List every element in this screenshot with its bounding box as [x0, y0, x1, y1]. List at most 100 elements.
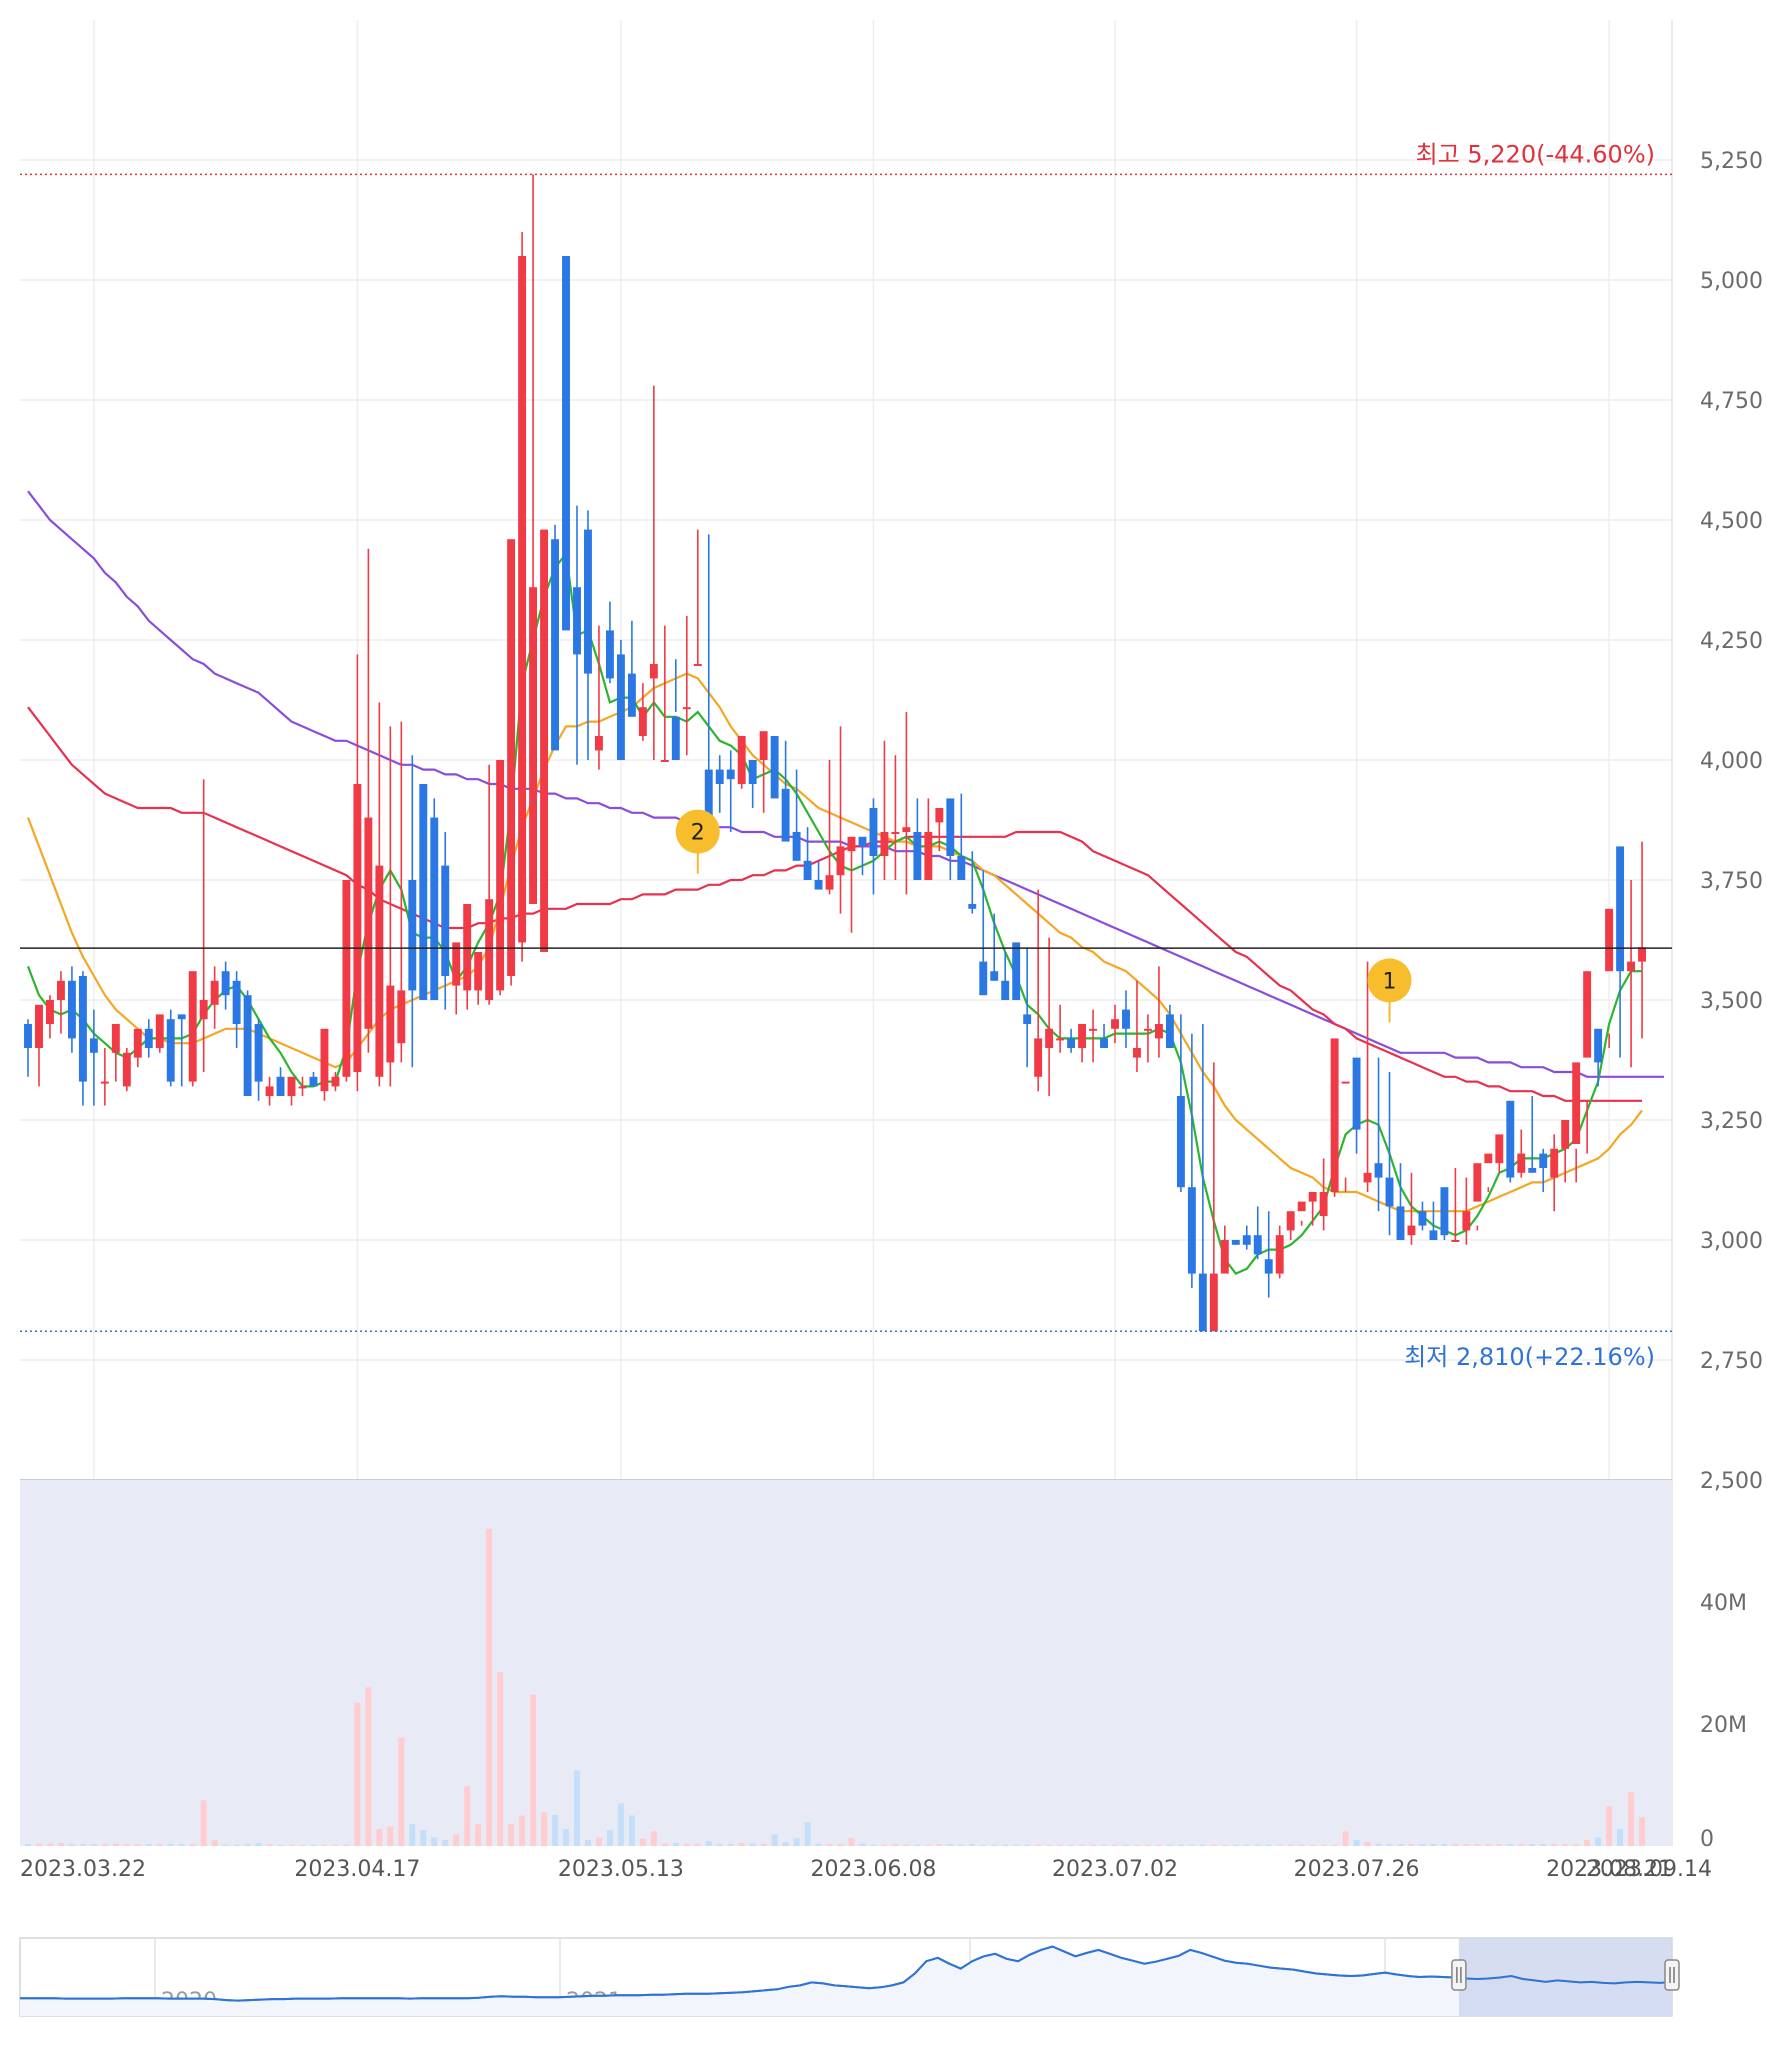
- volume-bar: [892, 1844, 899, 1846]
- candle: [1473, 1163, 1482, 1231]
- candle-body: [1187, 1187, 1196, 1274]
- date-tick-label: 2023.04.17: [294, 1857, 420, 1882]
- candle-body: [1209, 1273, 1218, 1332]
- candle: [188, 971, 197, 1087]
- candle-body: [1154, 1024, 1163, 1039]
- candle-body: [1264, 1259, 1273, 1274]
- candle-body: [737, 736, 746, 784]
- candle-body: [210, 980, 219, 1005]
- range-navigator[interactable]: 2020202120222023: [19, 1937, 1680, 2017]
- volume-bar: [1364, 1841, 1371, 1846]
- volume-bar: [134, 1844, 141, 1846]
- volume-bar: [167, 1844, 174, 1846]
- candle-body: [309, 1076, 318, 1087]
- volume-bar: [1562, 1844, 1569, 1846]
- candle-body: [814, 880, 823, 890]
- candle: [1012, 942, 1021, 1000]
- price-markers: 최고 5,220(-44.60%) 최저 2,810(+22.16%): [20, 140, 1672, 1371]
- candle: [111, 1024, 120, 1082]
- candle-body: [1198, 1273, 1207, 1332]
- candle: [353, 654, 362, 1092]
- candle-body: [1023, 1014, 1032, 1024]
- candle-body: [496, 760, 505, 991]
- candle-body: [1319, 1192, 1328, 1216]
- candle: [551, 524, 559, 751]
- candle: [1209, 1062, 1218, 1332]
- candle: [847, 836, 856, 933]
- candle-body: [803, 860, 812, 880]
- date-tick-label: 2023.07.02: [1052, 1857, 1178, 1882]
- volume-bar: [1122, 1844, 1130, 1846]
- candle-body: [682, 707, 691, 710]
- event-markers[interactable]: 12: [675, 809, 1412, 1023]
- high-price-label: 최고 5,220(-44.60%): [1416, 140, 1655, 168]
- candle: [210, 966, 219, 1029]
- candle-body: [1473, 1163, 1482, 1202]
- volume-bar: [1298, 1844, 1305, 1846]
- volume-bar: [1210, 1844, 1217, 1846]
- candles[interactable]: [24, 174, 1647, 1332]
- navigator-left-handle[interactable]: [1451, 1959, 1467, 1991]
- candle-body: [671, 716, 680, 760]
- volume-bar: [848, 1838, 855, 1846]
- volume-bar: [1628, 1792, 1635, 1846]
- volume-bar: [1276, 1844, 1283, 1846]
- candle: [1385, 1072, 1394, 1236]
- candle: [957, 793, 966, 880]
- candle: [814, 860, 823, 890]
- date-tick-label: 2023.08.21: [1546, 1857, 1672, 1882]
- volume-bar: [584, 1839, 591, 1846]
- candle: [1308, 1192, 1317, 1226]
- volume-bar: [1177, 1844, 1184, 1846]
- volume-bar: [1265, 1844, 1272, 1846]
- candle-body: [693, 664, 702, 666]
- volume-bar: [672, 1842, 679, 1846]
- event-marker[interactable]: 2: [675, 809, 720, 874]
- volume-bar: [1617, 1828, 1624, 1846]
- candle: [1352, 1057, 1361, 1154]
- candle: [1100, 1024, 1108, 1048]
- candle: [430, 798, 439, 1000]
- price-tick-label: 3,250: [1700, 1109, 1763, 1134]
- volume-bar: [991, 1844, 998, 1846]
- candle-body: [704, 769, 713, 823]
- candle-body: [748, 760, 757, 784]
- volume-bar: [782, 1842, 789, 1846]
- volume-bar: [299, 1844, 306, 1846]
- volume-bar: [947, 1844, 954, 1846]
- volume-bar: [123, 1844, 130, 1846]
- candle: [573, 505, 581, 765]
- candle: [737, 736, 746, 789]
- candle-body: [232, 980, 241, 1024]
- candle: [1143, 1014, 1152, 1063]
- candle: [89, 1009, 98, 1106]
- candle-body: [78, 976, 87, 1082]
- candle: [386, 726, 395, 1087]
- candle: [946, 798, 955, 880]
- candle: [1078, 1024, 1087, 1063]
- candle: [693, 529, 702, 666]
- candle: [529, 174, 538, 904]
- volume-bar: [541, 1812, 548, 1846]
- candle: [1319, 1158, 1328, 1231]
- event-marker[interactable]: 1: [1367, 958, 1412, 1023]
- candle: [1627, 880, 1636, 1068]
- candle-body: [1407, 1225, 1416, 1236]
- candle-body: [1100, 1038, 1108, 1048]
- candle-body: [1133, 1048, 1141, 1058]
- price-tick-label: 3,500: [1700, 989, 1763, 1014]
- candle: [1561, 1120, 1570, 1183]
- candle-body: [1605, 908, 1614, 972]
- volume-bar: [1221, 1844, 1228, 1846]
- candle-body: [990, 971, 999, 981]
- volume-bar: [958, 1844, 965, 1846]
- candle: [1330, 1038, 1339, 1197]
- navigator-window[interactable]: [1458, 1938, 1672, 2016]
- candle: [1001, 952, 1010, 1000]
- candle: [298, 1076, 307, 1096]
- navigator-right-handle[interactable]: [1664, 1959, 1680, 1991]
- volume-bar: [178, 1844, 185, 1846]
- volume-bar: [1232, 1844, 1239, 1846]
- candle-body: [155, 1014, 164, 1048]
